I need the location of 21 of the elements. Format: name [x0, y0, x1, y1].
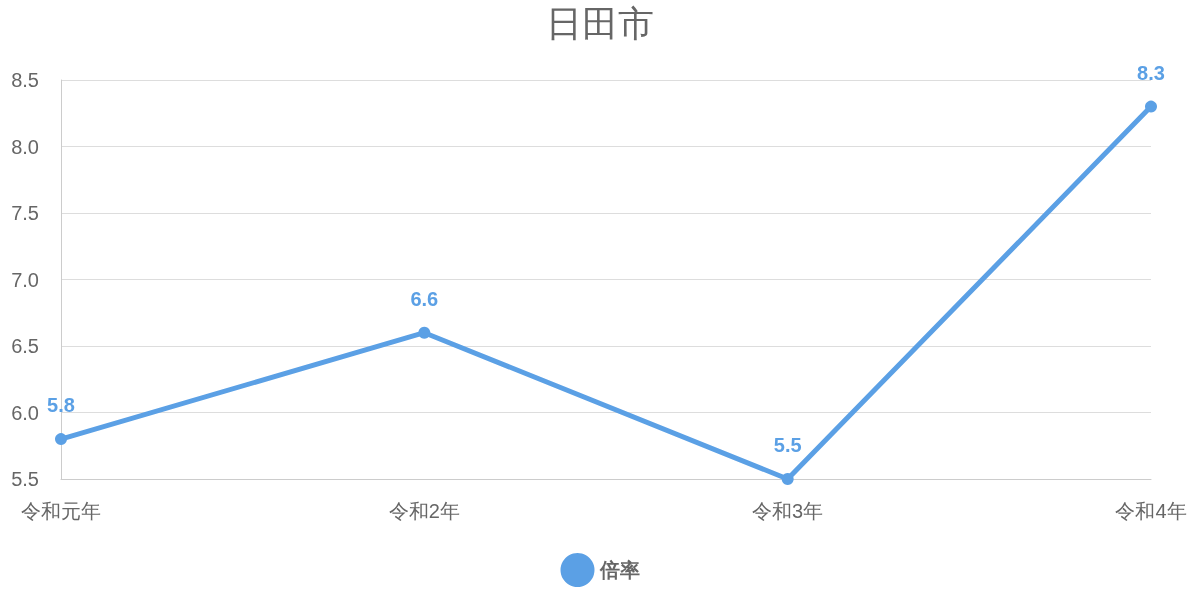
point	[55, 433, 67, 446]
x-tick-label: 令和4年	[1115, 500, 1187, 522]
point	[1145, 100, 1157, 113]
chart-title: 日田市	[546, 2, 654, 44]
y-tick-label: 6.0	[11, 401, 39, 424]
x-tick-label: 令和2年	[388, 500, 460, 522]
data-label: 5.5	[773, 434, 802, 456]
y-tick-label: 8.0	[11, 135, 39, 158]
legend-label: 倍率	[598, 559, 640, 581]
point	[418, 326, 431, 339]
data-label: 6.6	[410, 287, 439, 310]
y-tick-label: 6.5	[11, 335, 39, 357]
data-label: 8.3	[1137, 61, 1165, 84]
y-tick-label: 5.5	[11, 468, 39, 490]
x-tick-label: 令和元年	[21, 500, 101, 522]
y-tick-label: 7.5	[11, 202, 39, 224]
point	[781, 473, 794, 485]
y-tick-label: 8.5	[11, 69, 39, 91]
data-label: 5.8	[47, 394, 75, 417]
y-tick-label: 7.0	[11, 268, 39, 291]
x-tick-label: 令和3年	[752, 500, 824, 522]
